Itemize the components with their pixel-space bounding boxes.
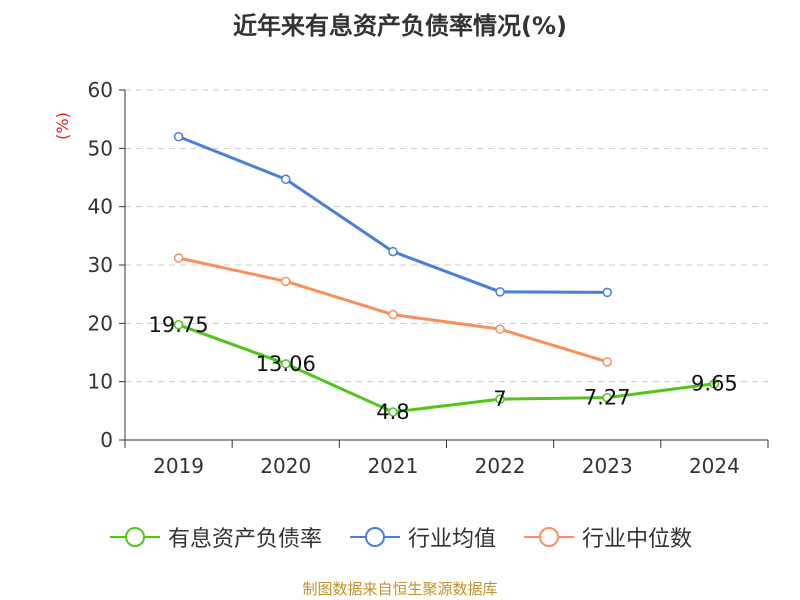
data-point	[281, 276, 291, 287]
data-point	[602, 287, 612, 298]
legend-marker	[364, 527, 385, 547]
data-label: 7.27	[584, 386, 631, 410]
x-tick-label: 2022	[475, 454, 526, 478]
y-tick-label: 50	[88, 136, 113, 160]
data-labels: 19.75 13.06 4.8 7 7.27 9.65	[149, 313, 738, 424]
data-point	[281, 174, 291, 184]
data-point	[602, 357, 612, 367]
series-lines	[173, 131, 720, 417]
x-tick-label: 2020	[260, 454, 311, 478]
legend-label: 有息资产负债率	[167, 527, 322, 552]
legend-swatch	[524, 527, 574, 547]
x-tick-label: 2019	[153, 454, 204, 478]
data-label: 13.06	[256, 352, 316, 376]
data-point	[602, 392, 612, 403]
data-point	[388, 309, 398, 320]
legend-item[interactable]: 有息资产负债率	[108, 521, 322, 553]
y-tick-label: 0	[100, 428, 113, 452]
legend-item[interactable]: 行业均值	[348, 521, 496, 553]
legend-label: 行业中位数	[582, 527, 693, 552]
data-point	[173, 320, 184, 330]
data-point	[709, 378, 720, 389]
data-point	[495, 324, 505, 334]
series-line-1	[178, 135, 608, 294]
y-axis-label: (%)	[53, 112, 72, 140]
legend: 有息资产负债率 行业均值 行业中位数	[0, 520, 800, 554]
legend-marker	[539, 527, 559, 547]
x-tick-label: 2023	[582, 454, 633, 478]
grid-lines	[125, 89, 768, 383]
data-label: 19.75	[149, 313, 209, 337]
y-tick-label: 30	[88, 253, 113, 277]
legend-marker	[124, 527, 145, 547]
data-point	[388, 246, 398, 257]
chart-title: 近年来有息资产负债率情况(%)	[233, 12, 567, 40]
y-tick-label: 20	[88, 311, 113, 335]
legend-label: 行业均值	[407, 527, 496, 552]
data-point	[495, 287, 505, 297]
source-note: 制图数据来自恒生聚源数据库	[302, 580, 498, 598]
data-label: 7	[493, 387, 506, 411]
y-tick-label: 40	[88, 195, 113, 219]
data-point	[173, 253, 184, 263]
data-point	[281, 359, 291, 369]
legend-swatch	[349, 527, 400, 547]
data-point	[388, 407, 398, 417]
series-line-0	[178, 323, 715, 414]
data-point	[173, 131, 184, 142]
axes: 0 10 20 30 40 50 60 2019 2020 2021 2022 2023 2024	[88, 78, 769, 478]
y-tick-label: 60	[88, 78, 113, 102]
x-tick-label: 2021	[367, 454, 418, 478]
legend-swatch	[109, 527, 160, 547]
y-tick-label: 10	[88, 370, 113, 394]
x-tick-label: 2024	[689, 454, 740, 478]
data-label: 4.8	[376, 400, 409, 424]
data-point	[495, 394, 505, 404]
legend-item[interactable]: 行业中位数	[522, 521, 692, 553]
data-label: 9.65	[691, 372, 738, 396]
